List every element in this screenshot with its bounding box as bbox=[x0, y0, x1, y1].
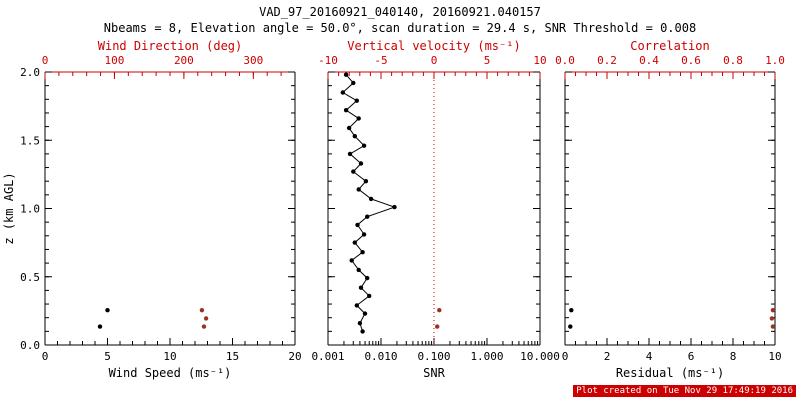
svg-text:0.100: 0.100 bbox=[417, 350, 450, 363]
snr-panel: 0.001 0.010 0.100 1.000 10.000 SNR -10 -5 0 5 10 Ve… bbox=[311, 39, 559, 380]
svg-text:Wind Direction (deg): Wind Direction (deg) bbox=[98, 39, 243, 53]
svg-text:0.8: 0.8 bbox=[723, 54, 743, 67]
svg-text:6: 6 bbox=[688, 350, 695, 363]
residual-points bbox=[568, 308, 574, 329]
svg-text:10: 10 bbox=[163, 350, 176, 363]
svg-text:2.0: 2.0 bbox=[20, 66, 40, 79]
svg-text:200: 200 bbox=[174, 54, 194, 67]
plot-title: VAD_97_20160921_040140, 20160921.040157 bbox=[259, 5, 541, 19]
wind-speed-points bbox=[97, 308, 110, 329]
svg-text:4: 4 bbox=[646, 350, 653, 363]
plot-subtitle: Nbeams = 8, Elevation angle = 50.0°, sca… bbox=[103, 21, 697, 35]
snr-profile bbox=[340, 72, 397, 334]
svg-text:-10: -10 bbox=[318, 54, 338, 67]
residual-panel: 0 2 4 6 8 10 Residual (ms⁻¹) 0.0 0.2 0.4 0.6 0.8 1.0… bbox=[555, 39, 785, 380]
svg-text:5: 5 bbox=[104, 350, 111, 363]
x-axis: 0 2 4 6 8 10 Residual (ms⁻¹) bbox=[562, 338, 782, 380]
svg-text:1.0: 1.0 bbox=[20, 203, 40, 216]
svg-text:0.4: 0.4 bbox=[639, 54, 659, 67]
svg-text:0.6: 0.6 bbox=[681, 54, 701, 67]
y-axis-title: z (km AGL) bbox=[2, 172, 16, 244]
top-axis: 0.0 0.2 0.4 0.6 0.8 1.0 Correlation bbox=[555, 39, 785, 79]
y-axis bbox=[328, 71, 540, 346]
svg-text:0.2: 0.2 bbox=[597, 54, 617, 67]
plot-created-timestamp: Plot created on Tue Nov 29 17:49:19 2016 bbox=[573, 385, 796, 397]
svg-text:8: 8 bbox=[730, 350, 737, 363]
y-axis: 0.0 0.5 1.0 1.5 2.0 z (km AGL) bbox=[2, 66, 295, 352]
svg-text:0: 0 bbox=[562, 350, 569, 363]
svg-text:15: 15 bbox=[226, 350, 239, 363]
svg-text:SNR: SNR bbox=[423, 366, 445, 380]
svg-text:Wind Speed (ms⁻¹): Wind Speed (ms⁻¹) bbox=[109, 366, 232, 380]
svg-text:0: 0 bbox=[431, 54, 438, 67]
svg-text:-5: -5 bbox=[374, 54, 387, 67]
svg-text:2: 2 bbox=[604, 350, 611, 363]
wind-speed-panel: 0 5 10 15 20 Wind Speed (ms⁻¹) 0 100 200 300Wind … bbox=[2, 39, 302, 380]
svg-text:10.000: 10.000 bbox=[520, 350, 560, 363]
svg-text:20: 20 bbox=[288, 350, 301, 363]
x-axis: 0.001 0.010 0.100 1.000 10.000 SNR bbox=[311, 338, 560, 380]
svg-text:0.0: 0.0 bbox=[555, 54, 575, 67]
svg-text:0.5: 0.5 bbox=[20, 271, 40, 284]
svg-text:Residual (ms⁻¹): Residual (ms⁻¹) bbox=[616, 366, 724, 380]
svg-text:1.5: 1.5 bbox=[20, 134, 40, 147]
svg-text:10: 10 bbox=[533, 54, 546, 67]
svg-text:300: 300 bbox=[243, 54, 263, 67]
top-axis: -10 -5 0 5 10 Vertical velocity (ms⁻¹) bbox=[318, 39, 547, 79]
svg-text:Correlation: Correlation bbox=[630, 39, 709, 53]
x-axis: 0 5 10 15 20 Wind Speed (ms⁻¹) bbox=[42, 338, 302, 380]
correlation-points bbox=[769, 308, 776, 329]
y-axis bbox=[565, 71, 775, 346]
svg-text:Vertical velocity (ms⁻¹): Vertical velocity (ms⁻¹) bbox=[347, 39, 520, 53]
svg-text:100: 100 bbox=[105, 54, 125, 67]
svg-text:0: 0 bbox=[42, 54, 49, 67]
svg-text:0.001: 0.001 bbox=[311, 350, 344, 363]
svg-text:1.000: 1.000 bbox=[470, 350, 503, 363]
svg-text:10: 10 bbox=[768, 350, 781, 363]
vertical-velocity-points bbox=[435, 308, 442, 329]
svg-text:0: 0 bbox=[42, 350, 49, 363]
svg-text:5: 5 bbox=[484, 54, 491, 67]
svg-text:1.0: 1.0 bbox=[765, 54, 785, 67]
wind-direction-points bbox=[199, 308, 209, 329]
svg-text:0.010: 0.010 bbox=[364, 350, 397, 363]
svg-text:0.0: 0.0 bbox=[20, 339, 40, 352]
